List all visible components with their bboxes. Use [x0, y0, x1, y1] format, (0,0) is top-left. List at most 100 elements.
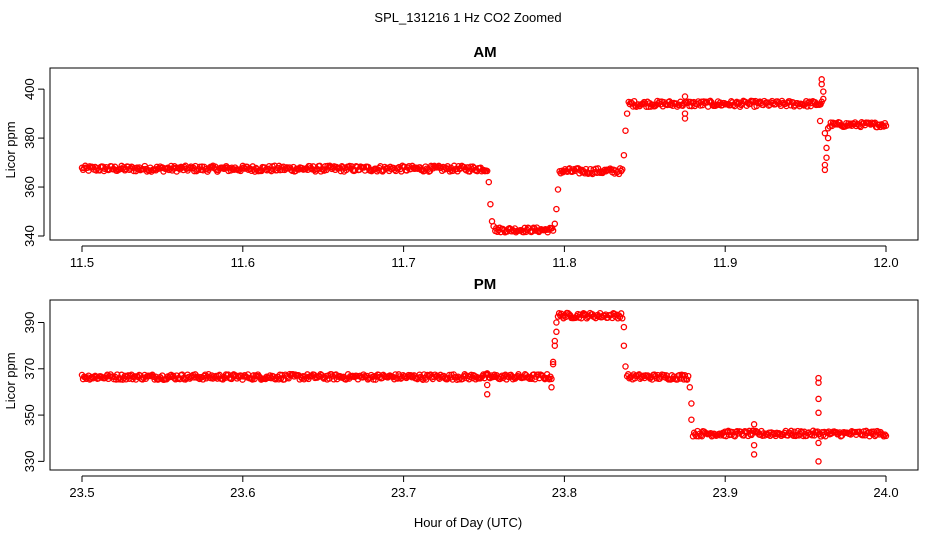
am-data-point [821, 129, 829, 137]
pm-data-point [483, 391, 491, 398]
am-data-point [623, 110, 631, 117]
pm-x-tick-label: 23.7 [391, 485, 416, 500]
am-data-point [553, 205, 560, 213]
am-y-tick-label: 360 [22, 176, 37, 198]
pm-data-point [551, 337, 559, 345]
am-data-point [141, 162, 149, 170]
pm-data-point [620, 342, 628, 349]
pm-data-point [88, 373, 96, 381]
pm-data-point [688, 416, 695, 423]
am-data-point [824, 134, 832, 142]
pm-data-point [190, 374, 198, 381]
pm-data-point [750, 441, 758, 449]
am-data-point [249, 163, 256, 170]
pm-data-point [686, 384, 694, 391]
am-data-point [490, 222, 497, 230]
am-data-point [620, 151, 628, 159]
am-x-tick-label: 12.0 [873, 255, 898, 270]
am-data-point [821, 166, 829, 174]
pm-data-point [688, 400, 695, 407]
am-data-point [820, 95, 827, 103]
pm-data-point [800, 432, 807, 440]
pm-data-point [815, 439, 822, 447]
pm-data-point [549, 358, 557, 366]
pm-y-tick-label: 330 [22, 451, 37, 473]
am-data-point [882, 122, 890, 129]
pm-x-tick-label: 24.0 [873, 485, 898, 500]
am-data-point [485, 178, 493, 186]
pm-data-point [815, 395, 822, 403]
pm-data-point [793, 432, 800, 439]
pm-plot-frame [49, 299, 919, 471]
am-data-points [78, 76, 890, 236]
pm-data-point [483, 381, 491, 389]
pm-panel: PM Licor ppm 23.5 23.6 23.7 23.8 23.9 24.0 330… [3, 276, 919, 500]
pm-x-tick-label: 23.5 [69, 485, 94, 500]
pm-y-tick-label: 370 [22, 358, 37, 380]
pm-data-point [750, 451, 758, 458]
am-data-point [219, 164, 227, 171]
pm-data-point [620, 323, 628, 331]
pm-x-tick-label: 23.6 [230, 485, 255, 500]
am-ylabel: Licor ppm [3, 121, 18, 178]
pm-data-point [548, 375, 555, 383]
am-y-tick-label: 400 [22, 78, 37, 100]
am-data-point [622, 127, 629, 134]
figure-xlabel: Hour of Day (UTC) [414, 515, 522, 530]
am-data-point [823, 154, 830, 161]
am-data-point [324, 162, 331, 170]
am-data-point [487, 200, 494, 208]
am-x-tick-label: 11.6 [231, 255, 255, 270]
am-data-point [483, 167, 491, 175]
am-y-tick-label: 380 [22, 127, 37, 149]
pm-x-tick-label: 23.9 [713, 485, 738, 500]
pm-data-point [549, 360, 557, 368]
am-data-point [681, 93, 689, 100]
am-data-point [282, 165, 289, 172]
am-x-tick-label: 11.7 [391, 255, 415, 270]
pm-data-point [815, 409, 822, 417]
am-data-point [377, 163, 384, 170]
pm-data-point [881, 431, 889, 438]
am-data-point [619, 166, 626, 173]
pm-data-point [622, 363, 629, 370]
am-data-point [818, 76, 825, 83]
pm-y-tick-label: 390 [22, 312, 37, 334]
pm-data-point [483, 370, 491, 377]
pm-y-tick-label: 350 [22, 404, 37, 426]
am-data-point [816, 117, 824, 125]
pm-data-point [684, 372, 692, 380]
pm-data-point [553, 319, 560, 326]
pm-data-point [480, 371, 487, 378]
am-data-point [823, 144, 830, 152]
am-panel-title: AM [473, 44, 496, 61]
pm-data-point [882, 432, 890, 440]
am-x-tick-label: 11.8 [552, 255, 576, 270]
am-plot-frame [49, 67, 919, 241]
pm-data-point [815, 379, 822, 386]
pm-panel-title: PM [474, 276, 497, 293]
pm-x-tick-label: 23.8 [552, 485, 577, 500]
am-data-point [549, 227, 557, 234]
am-data-point [597, 169, 604, 177]
pm-data-point [342, 376, 350, 383]
figure-title: SPL_131216 1 Hz CO2 Zoomed [374, 10, 561, 25]
am-panel: AM Licor ppm 11.5 11.6 11.7 11.8 11.9 12.0 340… [3, 44, 919, 270]
am-x-tick-label: 11.5 [70, 255, 94, 270]
pm-data-point [815, 458, 822, 465]
pm-data-point [619, 315, 626, 322]
am-data-point [554, 186, 562, 193]
pm-data-points [78, 309, 890, 465]
am-data-point [681, 115, 689, 122]
am-data-point [824, 125, 832, 132]
pm-ylabel: Licor ppm [3, 352, 18, 409]
pm-data-point [548, 384, 555, 391]
am-y-tick-label: 340 [22, 225, 37, 247]
pm-data-point [750, 421, 758, 428]
pm-data-point [553, 328, 560, 336]
am-data-point [551, 220, 559, 228]
am-data-point [820, 88, 827, 95]
am-x-tick-label: 11.9 [713, 255, 737, 270]
pm-data-point [683, 376, 691, 383]
